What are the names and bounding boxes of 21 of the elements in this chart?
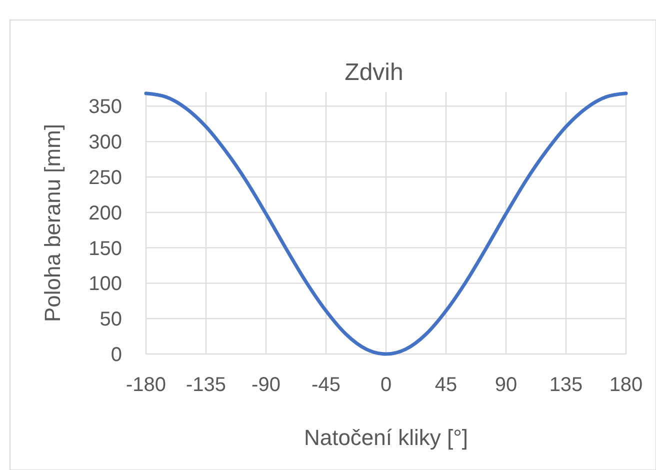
x-axis-title: Natočení kliky [°]	[304, 425, 468, 450]
y-tick-label: 0	[110, 344, 122, 366]
y-tick-label: 200	[88, 202, 122, 224]
x-tick-label: 180	[609, 374, 643, 396]
x-tick-label: -180	[126, 374, 166, 396]
y-axis-title: Poloha beranu [mm]	[40, 124, 65, 322]
y-tick-label: 250	[88, 166, 122, 189]
y-tick-label: 100	[88, 273, 122, 296]
x-tick-label: -90	[252, 374, 280, 396]
x-tick-label: -135	[186, 374, 226, 396]
chart-title: Zdvih	[344, 59, 404, 86]
y-tick-label: 300	[88, 132, 122, 154]
line-series	[144, 92, 628, 356]
y-tick-label: 50	[100, 308, 122, 331]
y-tick-label: 150	[88, 238, 122, 260]
x-tick-label: 135	[549, 374, 583, 396]
x-tick-label: 45	[434, 374, 458, 396]
x-tick-label: 90	[494, 374, 518, 396]
x-tick-label: 0	[380, 374, 392, 396]
x-tick-label: -45	[312, 374, 340, 396]
y-tick-label: 350	[88, 96, 122, 118]
